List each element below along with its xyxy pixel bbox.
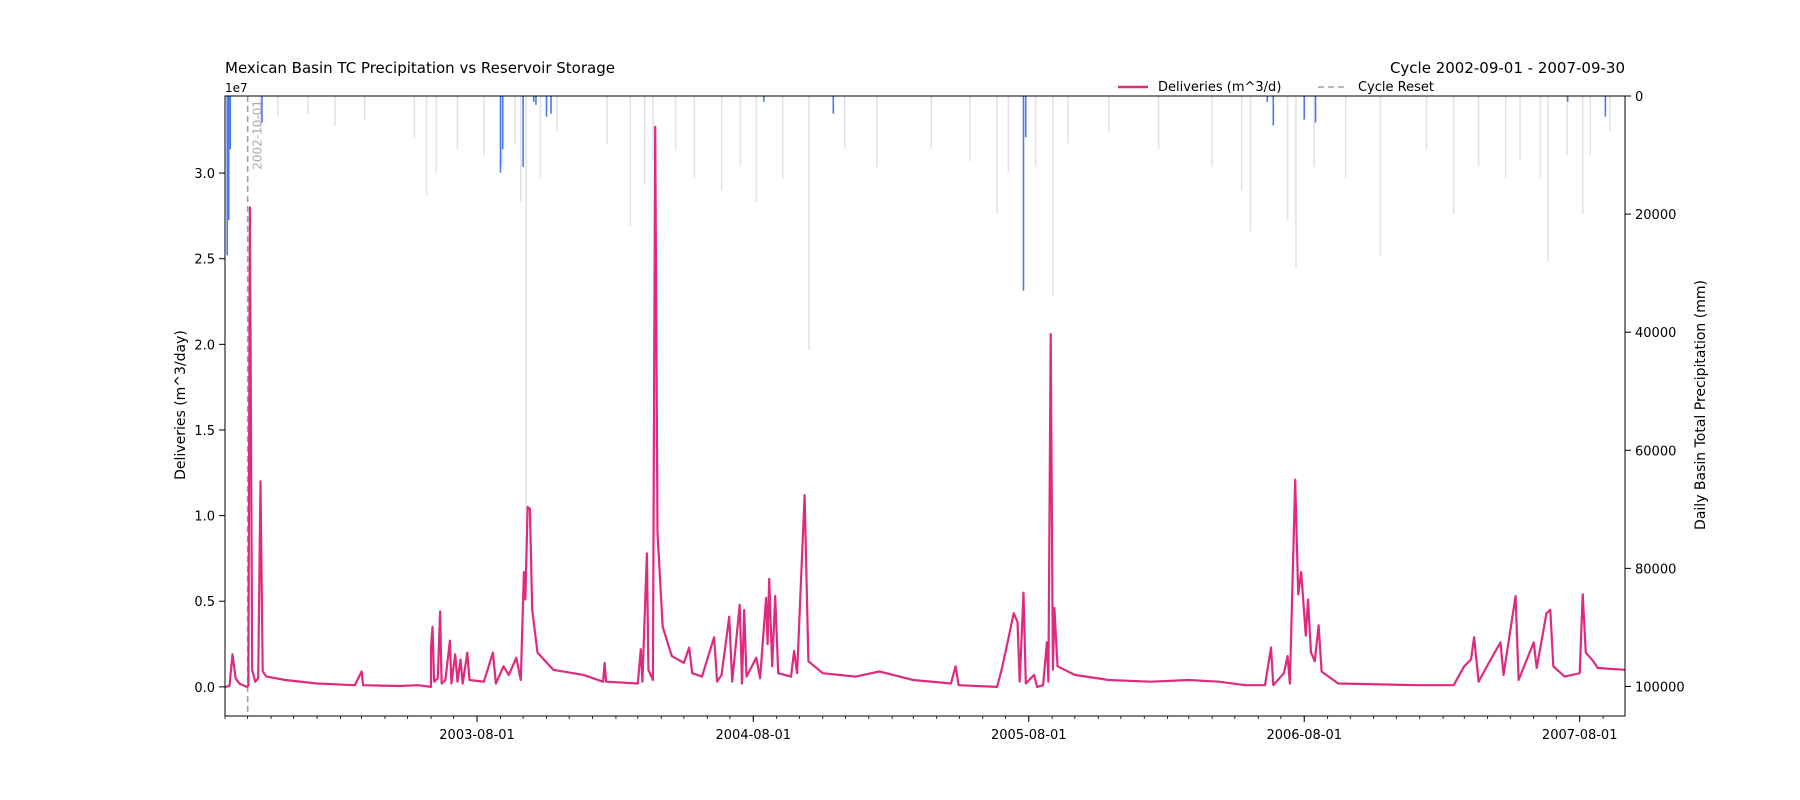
chart-subtitle: Cycle 2002-09-01 - 2007-09-30 — [1390, 59, 1625, 77]
y-right-tick-label: 20000 — [1635, 208, 1676, 223]
y-left-offset-label: 1e7 — [225, 81, 248, 95]
chart-title: Mexican Basin TC Precipitation vs Reserv… — [225, 59, 615, 77]
x-axis: 2003-08-01 2004-08-01 2005-08-01 2006-08-01… — [224, 716, 1618, 743]
y-right-tick-label: 40000 — [1635, 326, 1676, 341]
cycle-reset-annotation: 2002-10-01 — [251, 100, 265, 170]
y-right-tick-label: 80000 — [1635, 562, 1676, 577]
y-right-tick-label: 60000 — [1635, 444, 1676, 459]
y-left-tick-label: 3.0 — [194, 167, 215, 182]
x-tick-label: 2005-08-01 — [991, 728, 1067, 743]
y-left-tick-label: 2.5 — [194, 253, 215, 268]
y-left-tick-label: 1.0 — [194, 510, 215, 525]
x-tick-label: 2007-08-01 — [1542, 728, 1618, 743]
y-right-tick-label: 0 — [1635, 90, 1643, 105]
y-right-axis: 0 20000 40000 60000 80000 100000 — [1625, 90, 1685, 695]
precip-series-1 — [226, 96, 1607, 291]
x-tick-label: 2004-08-01 — [716, 728, 792, 743]
y-left-axis-label: Deliveries (m^3/day) — [173, 330, 189, 480]
legend-deliveries-label: Deliveries (m^3/d) — [1158, 80, 1281, 95]
y-right-axis-label: Daily Basin Total Precipitation (mm) — [1693, 280, 1709, 530]
y-right-tick-label: 100000 — [1635, 680, 1685, 695]
y-left-tick-label: 1.5 — [194, 424, 215, 439]
plot-frame — [224, 95, 1626, 717]
plot-area: 2002-10-01 — [224, 95, 1626, 717]
y-left-tick-label: 0.0 — [194, 681, 215, 696]
deliveries-line — [224, 125, 1626, 688]
legend: Deliveries (m^3/d) Cycle Reset — [1118, 80, 1434, 95]
y-left-tick-label: 2.0 — [194, 338, 215, 353]
y-left-tick-label: 0.5 — [194, 595, 215, 610]
y-left-axis: 0.0 0.5 1.0 1.5 2.0 2.5 3.0 — [194, 167, 225, 696]
x-tick-label: 2003-08-01 — [439, 728, 515, 743]
x-tick-label: 2006-08-01 — [1266, 728, 1342, 743]
precip-series-0 — [259, 96, 1611, 510]
legend-cycle-reset-label: Cycle Reset — [1358, 80, 1434, 95]
